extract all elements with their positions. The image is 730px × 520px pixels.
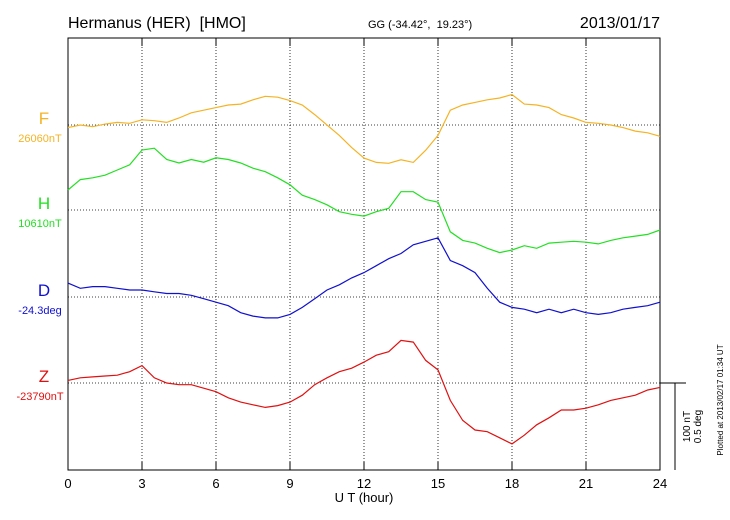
x-tick-label: 18: [505, 476, 519, 491]
chart-title: Hermanus (HER) [HMO]: [68, 15, 246, 32]
x-tick-label: 15: [431, 476, 445, 491]
series-base-label: 10610nT: [18, 218, 62, 230]
series-line: [67, 339, 661, 445]
plot-note: Plotted at 2013/02/17 01:34 UT: [716, 344, 725, 455]
chart-subtitle: GG (-34.42°, 19.23°): [368, 19, 472, 31]
series-line: [67, 147, 661, 254]
series-base-label: 26060nT: [18, 133, 62, 145]
x-tick-label: 9: [286, 476, 293, 491]
x-tick-label: 21: [579, 476, 593, 491]
scale-label: 0.5 deg: [693, 410, 704, 443]
series-base-label: -23790nT: [16, 391, 63, 403]
x-tick-label: 24: [653, 476, 667, 491]
x-tick-label: 0: [64, 476, 71, 491]
chart-date: 2013/01/17: [580, 15, 660, 32]
series-name: H: [38, 194, 50, 213]
x-axis-label: U T (hour): [335, 490, 394, 505]
series-name: F: [39, 109, 49, 128]
series-name: Z: [39, 367, 49, 386]
x-tick-label: 12: [357, 476, 371, 491]
series-name: D: [38, 281, 50, 300]
x-tick-label: 3: [138, 476, 145, 491]
x-tick-label: 6: [212, 476, 219, 491]
series-line: [67, 237, 661, 319]
series-line: [67, 93, 661, 164]
scale-label: 100 nT: [682, 411, 693, 442]
series-base-label: -24.3deg: [18, 305, 61, 317]
